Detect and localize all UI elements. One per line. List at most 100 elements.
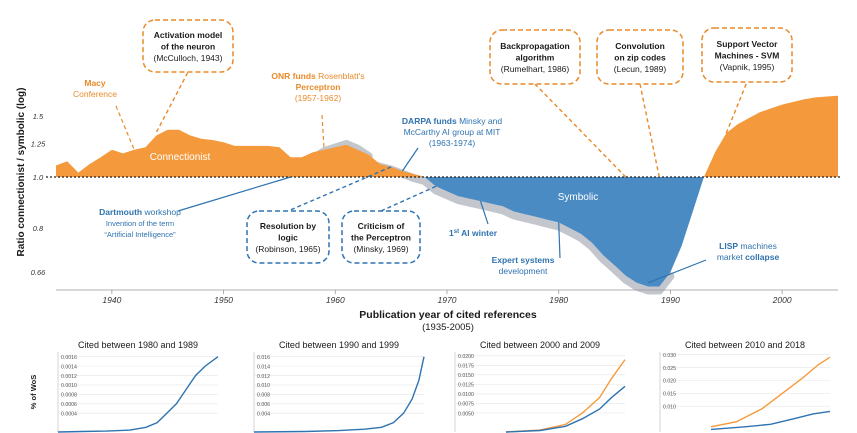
small-y-tick-label: 0.0150: [458, 373, 474, 379]
annotation-line: 1st AI winter: [449, 228, 498, 238]
annotation-line: (Rumelhart, 1986): [501, 64, 570, 74]
annotation-backprop: Backpropagation algorithm(Rumelhart, 1986…: [489, 29, 627, 178]
axes: 1940 1950 1960 1970 1980 1990 2000 0.66 0.8 1.0 1.…: [31, 112, 842, 305]
small-y-tick-label: 0.0200: [458, 354, 474, 360]
small-chart-2: Cited between 1990 and 1999 0.016 0.014 0.0…: [253, 340, 425, 433]
annotation-convolution: Convolution on zip codes(Lecun, 1989): [596, 29, 684, 178]
small-y-tick-label: 0.025: [663, 366, 676, 372]
small-y-tick-label: 0.015: [663, 392, 676, 398]
annotations: Activation model of the neuron(McCulloch,…: [73, 19, 793, 284]
connectionist-area: [56, 95, 838, 177]
small-y-tick-label: 0.0100: [458, 392, 474, 398]
annotation-line: (Vapnik, 1995): [720, 62, 775, 72]
annotation-line: of the neuron: [161, 42, 215, 52]
annotation-line: the Perceptron: [351, 233, 411, 243]
leader-line: [155, 71, 189, 133]
annotation-line: (Lecun, 1989): [614, 64, 667, 74]
leader-line: [401, 147, 419, 172]
annotation-segment: Perceptron: [296, 82, 341, 92]
annotation-segment: 1: [449, 228, 454, 238]
annotation-line: logic: [278, 233, 298, 243]
leader-line: [534, 83, 627, 178]
annotation-segment: development: [499, 266, 548, 276]
annotation-line: Backpropagation: [500, 41, 569, 51]
annotation-resolution: Resolution by logic(Robinson, 1965): [246, 166, 392, 264]
annotation-line: market collapse: [717, 252, 780, 262]
small-y-tick-label: 0.0050: [458, 411, 474, 417]
leader-line: [380, 185, 437, 212]
annotation-line: development: [499, 266, 548, 276]
annotation-criticism: Criticism of the Perceptron(Minsky, 1969): [341, 185, 437, 264]
y-tick-label-1: 0.8: [33, 224, 44, 233]
annotation-line: (McCulloch, 1943): [154, 53, 223, 63]
annotation-line: Machines - SVM: [715, 51, 780, 61]
annotation-segment: (1957-1962): [295, 93, 341, 103]
annotation-line: Resolution by: [260, 221, 316, 231]
y-tick-label-4: 1.5: [33, 112, 44, 121]
annotation-box: [142, 19, 234, 73]
small-y-tick-label: 0.0006: [61, 402, 77, 408]
small-y-tick-label: 0.0010: [61, 383, 77, 389]
leader-line: [177, 176, 291, 212]
leader-line: [115, 105, 135, 150]
leader-line: [479, 200, 489, 225]
symbolic-region-label: Symbolic: [558, 192, 599, 203]
small-series-symbolic: [505, 385, 626, 433]
small-series-symbolic: [253, 356, 425, 433]
annotation-segment: McCarthy AI group at MIT: [404, 127, 501, 137]
annotation-segment: ONR funds: [271, 71, 316, 81]
leader-line: [647, 259, 707, 284]
annotation-segment: “Artificial Intelligence”: [104, 230, 176, 239]
annotation-segment: Invention of the term: [106, 219, 174, 228]
annotation-segment: LISP: [719, 241, 738, 251]
symbolic-area: [56, 177, 838, 287]
annotation-line: “Artificial Intelligence”: [104, 230, 176, 239]
small-y-tick-label: 0.008: [257, 393, 270, 399]
leader-line: [558, 222, 561, 259]
small-series-orange: [710, 356, 831, 428]
ratio-area: [56, 95, 838, 287]
annotation-box: [246, 210, 330, 264]
leader-line: [321, 114, 325, 150]
annotation-line: Perceptron: [296, 82, 341, 92]
small-chart-3: Cited between 2000 and 2009 0.0200 0.0175 0…: [454, 340, 626, 433]
annotation-line: algorithm: [516, 53, 555, 63]
leader-line: [639, 83, 660, 178]
annotation-box: [596, 29, 684, 85]
annotation-segment: DARPA funds: [402, 116, 457, 126]
y-tick-label-3: 1.25: [31, 140, 46, 149]
small-y-tick-label: 0.0125: [458, 383, 474, 389]
small-y-tick-label: 0.010: [257, 383, 270, 389]
small-y-tick-label: 0.006: [257, 402, 270, 408]
annotation-segment: collapse: [745, 252, 779, 262]
small-chart-title: Cited between 1980 and 1989: [78, 340, 198, 350]
small-y-tick-label: 0.0008: [61, 393, 77, 399]
annotation-line: Criticism of: [358, 221, 405, 231]
shadow-band-1: [364, 160, 675, 295]
annotation-box: [701, 27, 793, 83]
y-tick-label-2: 1.0: [33, 173, 44, 182]
small-series-orange: [505, 359, 626, 433]
annotation-segment: Dartmouth: [99, 207, 142, 217]
small-y-tick-label: 0.020: [663, 379, 676, 385]
small-y-tick-label: 0.0175: [458, 364, 474, 370]
annotation-line: DARPA funds Minsky and: [402, 116, 502, 126]
leader-line: [287, 166, 392, 212]
small-y-label: % of WoS: [29, 375, 38, 409]
x-tick-label-1980: 1980: [549, 295, 568, 305]
x-tick-label-1960: 1960: [326, 295, 345, 305]
annotation-segment: Conference: [73, 89, 117, 99]
small-chart-title: Cited between 2000 and 2009: [480, 340, 600, 350]
annotation-onr: ONR funds Rosenblatt'sPerceptron(1957-19…: [271, 71, 365, 150]
annotation-box: [489, 29, 581, 85]
annotation-segment: st: [454, 229, 459, 235]
annotation-line: (1963-1974): [429, 138, 475, 148]
small-y-tick-label: 0.0012: [61, 374, 77, 380]
annotation-segment: Macy: [84, 78, 106, 88]
annotation-line: Activation model: [154, 30, 222, 40]
